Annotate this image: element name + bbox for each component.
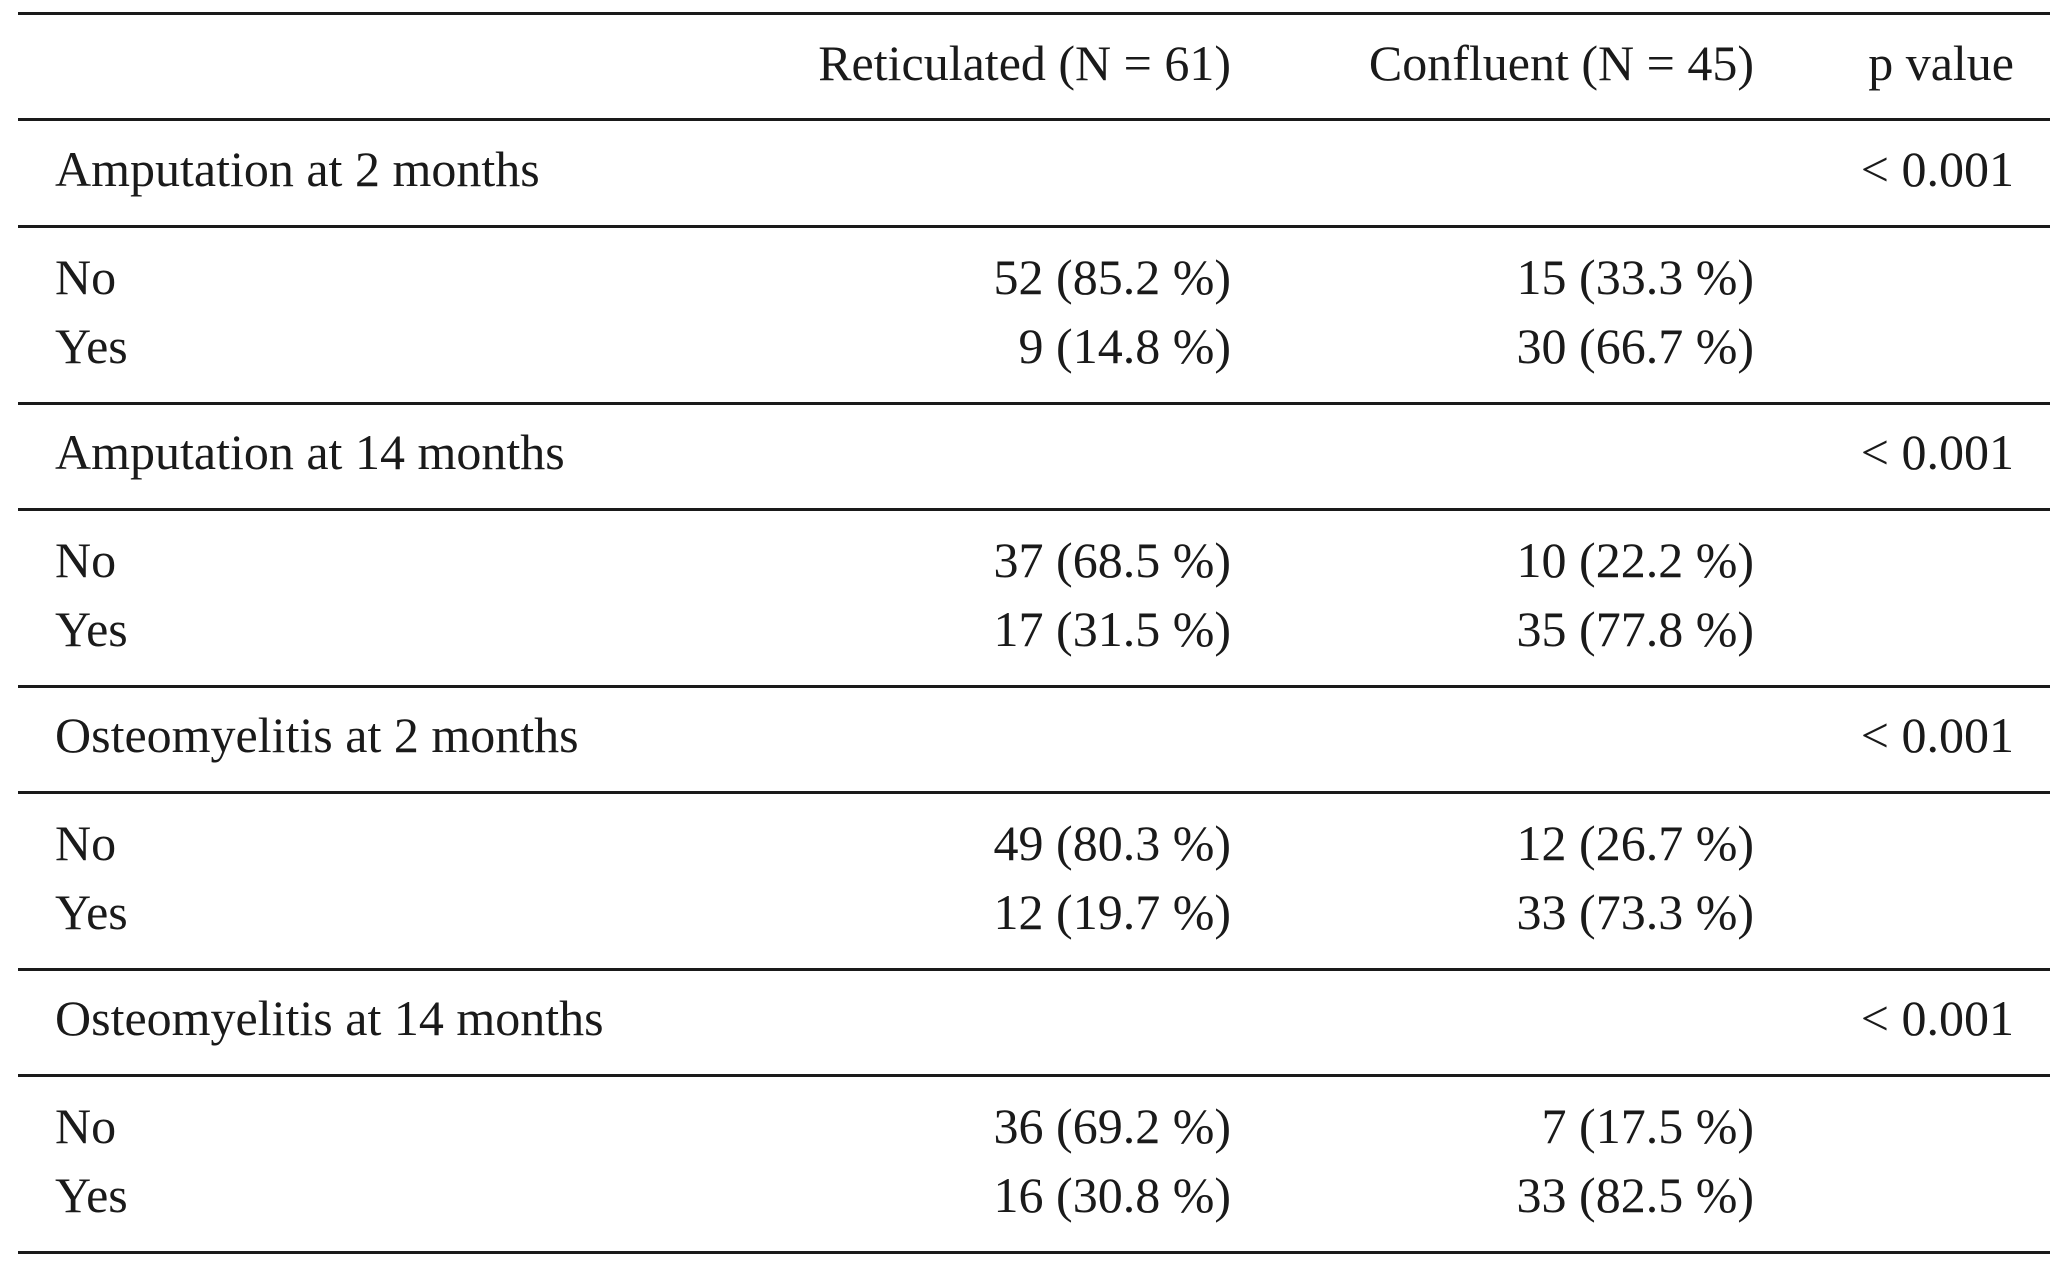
cell-reticulated: 36 (69.2 %) — [993, 1098, 1231, 1154]
section-title: Osteomyelitis at 2 months — [55, 707, 579, 763]
table-rule — [18, 508, 2050, 511]
p-value: < 0.001 — [1860, 141, 2014, 197]
table-rule — [18, 1251, 2050, 1254]
table-rule — [18, 12, 2050, 15]
section-title: Amputation at 2 months — [55, 141, 540, 197]
column-header: Reticulated (N = 61) — [818, 35, 1231, 91]
column-header: Confluent (N = 45) — [1368, 35, 1754, 91]
table-rule — [18, 685, 2050, 688]
cell-reticulated: 16 (30.8 %) — [993, 1167, 1231, 1223]
cell-reticulated: 49 (80.3 %) — [993, 815, 1231, 871]
cell-confluent: 12 (26.7 %) — [1516, 815, 1754, 871]
row-label: Yes — [55, 884, 128, 940]
section-title: Amputation at 14 months — [55, 424, 565, 480]
p-value: < 0.001 — [1860, 990, 2014, 1046]
cell-reticulated: 37 (68.5 %) — [993, 532, 1231, 588]
row-label: Yes — [55, 318, 128, 374]
table-rule — [18, 1074, 2050, 1077]
row-label: No — [55, 1098, 117, 1154]
cell-reticulated: 17 (31.5 %) — [993, 601, 1231, 657]
p-value: < 0.001 — [1860, 424, 2014, 480]
cell-confluent: 15 (33.3 %) — [1516, 249, 1754, 305]
cell-reticulated: 52 (85.2 %) — [993, 249, 1231, 305]
table-rule — [18, 791, 2050, 794]
table-rule — [18, 118, 2050, 121]
row-label: No — [55, 249, 117, 305]
table-rule — [18, 402, 2050, 405]
row-label: No — [55, 815, 117, 871]
row-label: Yes — [55, 601, 128, 657]
row-label: No — [55, 532, 117, 588]
column-header: p value — [1868, 35, 2014, 91]
table-rule — [18, 225, 2050, 228]
p-value: < 0.001 — [1860, 707, 2014, 763]
cell-confluent: 33 (73.3 %) — [1516, 884, 1754, 940]
cell-confluent: 10 (22.2 %) — [1516, 532, 1754, 588]
cell-reticulated: 12 (19.7 %) — [993, 884, 1231, 940]
cell-confluent: 30 (66.7 %) — [1516, 318, 1754, 374]
cell-confluent: 7 (17.5 %) — [1541, 1098, 1754, 1154]
cell-confluent: 33 (82.5 %) — [1516, 1167, 1754, 1223]
table-rule — [18, 968, 2050, 971]
section-title: Osteomyelitis at 14 months — [55, 990, 604, 1046]
cell-confluent: 35 (77.8 %) — [1516, 601, 1754, 657]
row-label: Yes — [55, 1167, 128, 1223]
cell-reticulated: 9 (14.8 %) — [1018, 318, 1231, 374]
